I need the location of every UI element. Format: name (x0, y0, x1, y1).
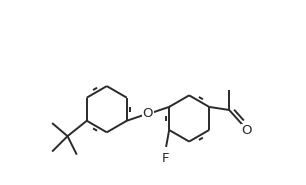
Text: F: F (162, 152, 169, 165)
Text: O: O (242, 124, 252, 137)
Text: O: O (143, 107, 153, 120)
